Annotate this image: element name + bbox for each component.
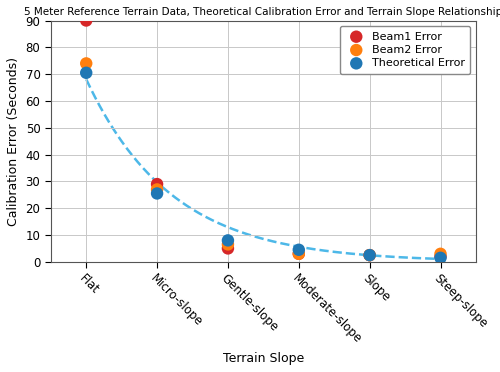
Beam1 Error [82,17,90,23]
Theoretical Error [153,190,161,196]
Theoretical Error [224,237,232,243]
Beam1 Error [153,181,161,187]
Beam1 Error [295,251,303,257]
Beam1 Error [436,253,444,259]
Theoretical Error [82,70,90,76]
Theoretical Error [295,247,303,253]
Theoretical Error [436,255,444,261]
Beam1 Error [224,246,232,251]
X-axis label: Terrain Slope: Terrain Slope [222,352,304,365]
Beam2 Error [295,251,303,257]
Beam2 Error [82,60,90,66]
Y-axis label: Calibration Error (Seconds): Calibration Error (Seconds) [7,57,20,226]
Beam2 Error [224,241,232,247]
Beam2 Error [366,252,374,258]
Beam2 Error [153,186,161,192]
Title: 5 Meter Reference Terrain Data, Theoretical Calibration Error and Terrain Slope : 5 Meter Reference Terrain Data, Theoreti… [24,7,500,17]
Beam1 Error [366,252,374,258]
Legend: Beam1 Error, Beam2 Error, Theoretical Error: Beam1 Error, Beam2 Error, Theoretical Er… [340,26,470,74]
Beam2 Error [436,251,444,257]
Theoretical Error [366,252,374,258]
